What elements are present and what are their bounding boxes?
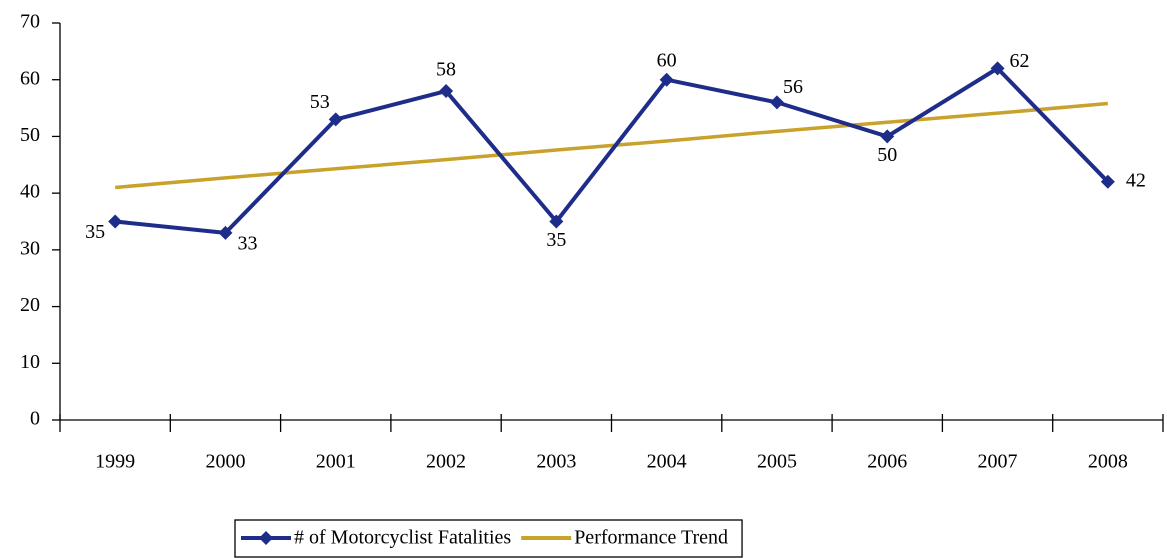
data-label: 58 xyxy=(436,59,456,81)
data-point xyxy=(108,214,123,229)
x-tick-label: 2001 xyxy=(316,451,356,473)
x-tick-label: 2005 xyxy=(757,451,797,473)
y-tick-label: 20 xyxy=(20,294,40,316)
x-tick-label: 1999 xyxy=(95,451,135,473)
y-tick-label: 40 xyxy=(20,181,40,203)
y-tick-label: 50 xyxy=(20,124,40,146)
x-tick-label: 2007 xyxy=(978,451,1018,473)
data-point xyxy=(218,225,233,240)
data-label: 53 xyxy=(310,91,330,113)
y-tick-label: 70 xyxy=(20,11,40,33)
data-label: 56 xyxy=(783,76,803,98)
data-point xyxy=(439,84,454,99)
y-tick-label: 10 xyxy=(20,351,40,373)
legend: # of Motorcyclist Fatalities Performance … xyxy=(234,519,743,558)
x-tick-label: 2002 xyxy=(426,451,466,473)
x-tick-label: 2008 xyxy=(1088,451,1128,473)
x-tick-label: 2000 xyxy=(205,451,245,473)
x-tick-label: 2003 xyxy=(536,451,576,473)
series-line xyxy=(114,66,1110,235)
data-point xyxy=(1100,174,1115,189)
data-point xyxy=(328,112,343,127)
data-label: 33 xyxy=(237,232,257,254)
series-line xyxy=(114,101,1109,190)
legend-marker xyxy=(259,531,273,545)
data-point xyxy=(769,95,784,110)
data-label: 42 xyxy=(1126,169,1146,191)
data-point xyxy=(549,214,564,229)
y-tick-label: 30 xyxy=(20,237,40,259)
x-tick-label: 2004 xyxy=(647,451,687,473)
data-point xyxy=(990,61,1005,76)
data-point xyxy=(659,72,674,87)
data-label: 35 xyxy=(546,229,566,251)
legend-label: Performance Trend xyxy=(574,527,728,549)
data-label: 50 xyxy=(877,144,897,166)
legend-label: # of Motorcyclist Fatalities xyxy=(294,527,511,549)
data-label: 60 xyxy=(657,49,677,71)
data-label: 35 xyxy=(85,221,105,243)
data-label: 62 xyxy=(1010,50,1030,72)
y-tick-label: 0 xyxy=(30,408,40,430)
x-tick-label: 2006 xyxy=(867,451,907,473)
legend-box xyxy=(234,519,743,558)
y-tick-label: 60 xyxy=(20,67,40,89)
data-point xyxy=(880,129,895,144)
